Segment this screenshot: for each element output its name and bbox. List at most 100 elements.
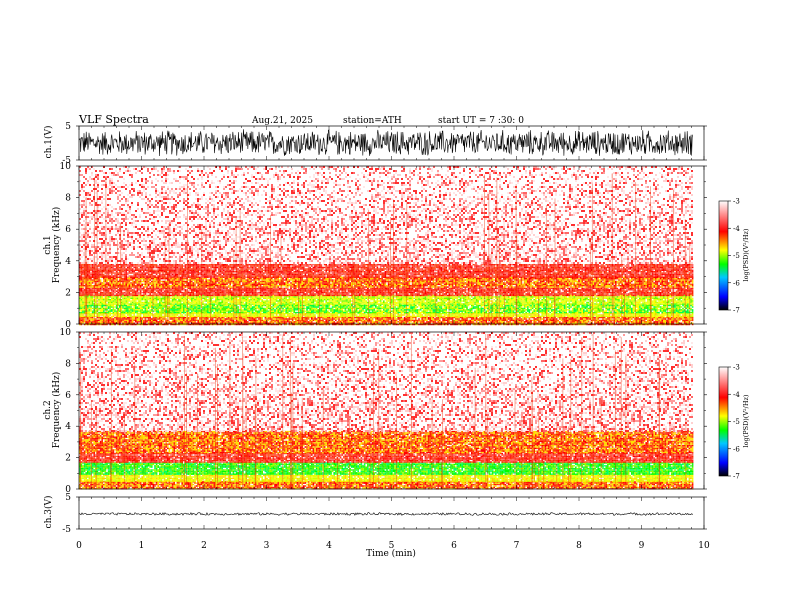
ch1-voltage-axis-label: ch.1(V) xyxy=(43,126,54,159)
ch1-spectrogram-band xyxy=(79,303,694,314)
ch2-spectrogram-impulse-streaks xyxy=(79,333,687,489)
ch1-spectrogram-pixels xyxy=(79,264,694,278)
station-label: station=ATH xyxy=(343,116,402,126)
ch1-spectrogram-pixels xyxy=(79,287,694,297)
ch2-spectrogram-pixels xyxy=(79,332,693,432)
ch1-colorbar-gradient xyxy=(718,200,729,311)
ch1-spectrogram-pixels xyxy=(80,287,692,297)
ch1-spectrogram-band xyxy=(79,287,694,297)
time-tick-label: 2 xyxy=(201,541,207,551)
ch1-spectrogram-panel: 0 2 4 6 8 10 xyxy=(60,162,707,330)
ch2-axis-label-channel: ch.2 xyxy=(43,400,53,419)
ch2-spectrogram-band xyxy=(79,332,693,432)
time-tick-label: 4 xyxy=(326,541,332,551)
ch1-spectrogram-colorbar-tick-label: -3 xyxy=(733,198,740,206)
time-tick-label: 9 xyxy=(639,541,645,551)
ch1-spectrogram-pixels xyxy=(79,276,691,288)
ch1-spectrogram-colorbar-tick-label: -5 xyxy=(733,252,740,260)
ch1-spectrogram-y-tick-label: 8 xyxy=(65,194,71,204)
ch1-spectrogram-colorbar-tick-label: -4 xyxy=(733,225,740,233)
ch1-spectrogram-pixels xyxy=(79,303,694,314)
ch2-spectrogram-pixels xyxy=(79,332,693,432)
ch1-colorbar: -3 -4 -5 -6 -7 log(PSD)(V²/Hz) xyxy=(718,198,750,315)
time-tick-label: 0 xyxy=(76,541,82,551)
ch2-spectrogram-pixels xyxy=(83,452,694,463)
start-time-label: start UT = 7 :30: 0 xyxy=(438,116,524,126)
ch2-spectrogram-y-tick-label: 10 xyxy=(60,328,72,338)
ch2-spectrogram-panel: 0 2 4 6 8 10 xyxy=(60,328,707,495)
ch1-spectrogram-y-tick-label: 2 xyxy=(65,288,71,298)
ch2-spectrogram-pixels xyxy=(83,481,694,490)
ch1-spectrogram-pixels xyxy=(79,312,692,318)
ch2-colorbar: -3 -4 -5 -6 -7 log(PSD)(V²/Hz) xyxy=(718,364,750,481)
ch1-spectrogram-band xyxy=(79,276,694,288)
ch1-spectrogram-y-tick-label: 10 xyxy=(60,162,72,172)
ch2-spectrogram-pixels xyxy=(79,332,693,432)
ch1-spectrogram-band xyxy=(79,166,693,264)
ch3-voltage-axis-label: ch.3(V) xyxy=(43,496,54,529)
ch1-waveform-panel: 5 -5 xyxy=(62,122,707,166)
ch1-waveform-trace xyxy=(78,129,694,156)
figure-title: VLF Spectra xyxy=(78,113,149,126)
time-tick-label: 1 xyxy=(139,541,145,551)
ch1-spectrogram-band xyxy=(79,264,694,278)
ch3-waveform-frame xyxy=(78,496,705,530)
time-tick-label: 6 xyxy=(451,541,457,551)
ch1-waveform-y-tick-label: 5 xyxy=(65,122,71,132)
ch2-spectrogram-pixels xyxy=(79,481,694,490)
ch2-spectrogram-pixels xyxy=(79,462,694,475)
time-tick-label: 10 xyxy=(698,541,710,551)
ch1-spectrogram-pixels xyxy=(79,303,692,314)
time-axis: 0 1 2 3 4 5 6 7 8 9 10 xyxy=(76,541,710,551)
ch2-spectrogram-pixels xyxy=(82,474,692,482)
ch1-spectrogram-y-tick-label: 6 xyxy=(65,225,71,235)
ch3-waveform-panel: 5 -5 xyxy=(62,493,707,535)
ch2-spectrogram-pixels xyxy=(79,430,694,454)
ch2-spectrogram-colorbar-tick-label: -6 xyxy=(733,445,740,453)
ch1-spectrogram-pixels xyxy=(79,312,694,318)
ch1-spectrogram-pixels xyxy=(79,166,693,264)
ch1-spectrogram-pixels xyxy=(82,287,694,297)
ch1-spectrogram-colorbar-tick-label: -7 xyxy=(733,307,740,315)
ch1-spectrogram-band xyxy=(79,294,694,305)
ch2-spectrogram-colorbar-tick-label: -5 xyxy=(733,418,740,426)
ch1-spectrogram-y-tick-label: 4 xyxy=(65,257,71,267)
ch2-spectrogram-band xyxy=(79,474,694,482)
ch2-frequency-axis-label: Frequency (kHz) xyxy=(51,372,62,449)
ch1-spectrogram-pixels xyxy=(80,287,694,297)
ch1-spectrogram-pixels xyxy=(79,294,694,305)
date-label: Aug.21, 2025 xyxy=(251,116,313,126)
ch2-colorbar-gradient xyxy=(718,366,729,477)
ch1-spectrogram-pixels xyxy=(79,316,694,326)
ch1-spectrogram-pixels xyxy=(79,316,692,326)
ch2-spectrogram-pixels xyxy=(79,430,694,454)
ch2-spectrogram-pixels xyxy=(79,452,691,463)
ch1-colorbar-label: log(PSD)(V²/Hz) xyxy=(742,228,750,281)
ch2-spectrogram-y-tick-label: 4 xyxy=(65,422,71,432)
time-axis-label: Time (min) xyxy=(366,548,416,559)
ch2-spectrogram-pixels xyxy=(79,452,694,463)
ch1-spectrogram-pixels xyxy=(79,316,687,326)
time-tick-label: 8 xyxy=(576,541,582,551)
time-tick-label: 5 xyxy=(389,541,395,551)
ch2-spectrogram-pixels xyxy=(80,481,694,490)
ch2-spectrogram-pixels xyxy=(79,462,694,475)
ch3-waveform-y-tick-label: 5 xyxy=(65,493,71,503)
ch2-spectrogram-pixels xyxy=(80,462,694,475)
ch2-spectrogram-y-tick-label: 6 xyxy=(65,391,71,401)
ch3-waveform-y-tick-label: -5 xyxy=(62,525,71,535)
ch2-spectrogram-pixels xyxy=(79,462,692,475)
ch1-spectrogram-pixels xyxy=(79,166,693,264)
ch1-spectrogram-colorbar-tick-label: -6 xyxy=(733,279,740,287)
ch2-spectrogram-y-tick-label: 0 xyxy=(65,485,71,495)
ch2-spectrogram-colorbar-tick-label: -4 xyxy=(733,391,740,399)
ch1-spectrogram-y-tick-label: 0 xyxy=(65,320,71,330)
ch2-spectrogram-pixels xyxy=(79,430,694,454)
ch1-axis-label-channel: ch.1 xyxy=(43,235,53,254)
ch2-spectrogram-band xyxy=(79,462,694,475)
ch1-frequency-axis-label: Frequency (kHz) xyxy=(51,207,62,284)
ch2-spectrogram-pixels xyxy=(79,474,694,482)
ch2-colorbar-label: log(PSD)(V²/Hz) xyxy=(742,394,750,447)
ch1-spectrogram-pixels xyxy=(80,264,692,278)
